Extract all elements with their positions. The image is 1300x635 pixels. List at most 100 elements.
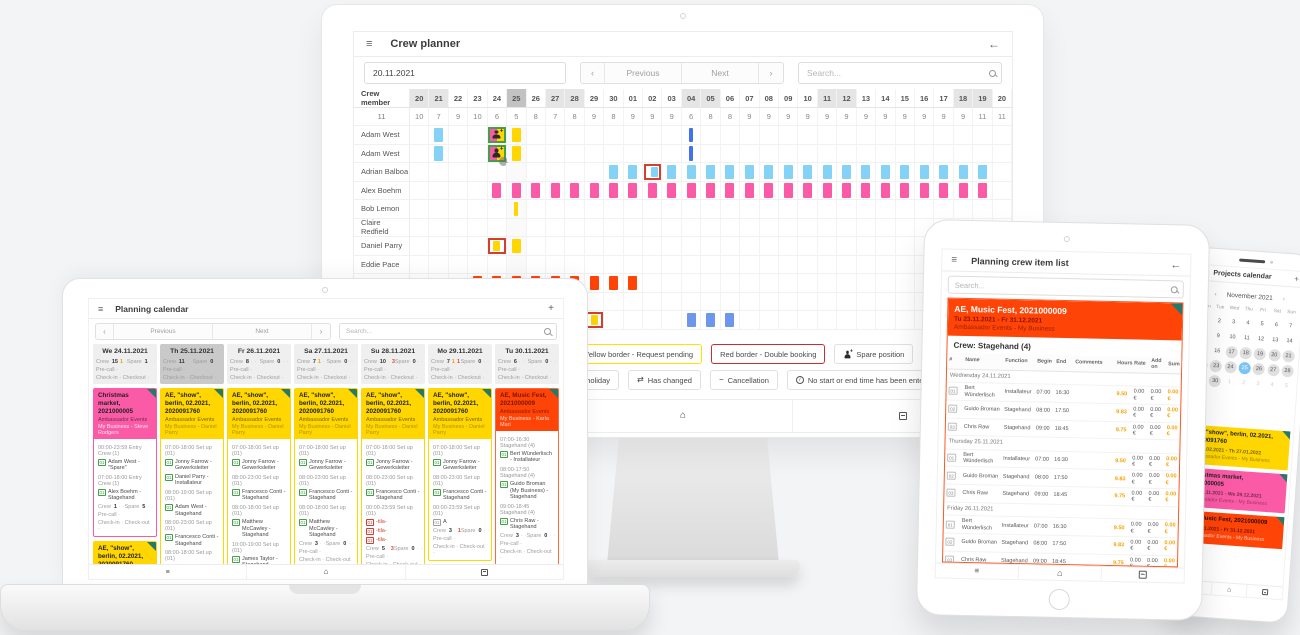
- gantt-bar[interactable]: [511, 146, 521, 161]
- gantt-day-header[interactable]: 07: [740, 89, 760, 107]
- previous-button[interactable]: Previous: [114, 324, 213, 339]
- search-icon[interactable]: [989, 69, 996, 77]
- gantt-day-header[interactable]: 08: [760, 89, 780, 107]
- booking-request-box[interactable]: +: [488, 126, 506, 143]
- drag-handle-dot[interactable]: [498, 156, 508, 166]
- gantt-bar[interactable]: [511, 127, 521, 142]
- gantt-bar[interactable]: [686, 164, 696, 179]
- nav-menu-button[interactable]: ≡: [89, 565, 246, 579]
- search-input[interactable]: [799, 68, 984, 78]
- gantt-bar[interactable]: [706, 183, 716, 198]
- gantt-bar[interactable]: [725, 183, 735, 198]
- nav-calendar-button[interactable]: [792, 400, 1012, 432]
- calendar-day[interactable]: 9: [1211, 328, 1226, 344]
- gantt-day-header[interactable]: 16: [915, 89, 935, 107]
- prev-month-icon[interactable]: ‹: [1214, 290, 1217, 298]
- gantt-bar[interactable]: [783, 164, 793, 179]
- gantt-bar[interactable]: [822, 183, 832, 198]
- gantt-day-header[interactable]: 11: [817, 89, 838, 107]
- calendar-day[interactable]: 5: [1279, 378, 1294, 394]
- double-booking-box[interactable]: [585, 311, 603, 328]
- gantt-bar[interactable]: [628, 164, 638, 179]
- gantt-bar[interactable]: [900, 164, 910, 179]
- gantt-bar[interactable]: [958, 164, 968, 179]
- gantt-bar[interactable]: [590, 314, 598, 325]
- gantt-bar[interactable]: [589, 275, 599, 290]
- day-column-header[interactable]: Su 28.11.2021 Crew 10 · 3 Spare 0 · · Pre-call · C…: [361, 344, 425, 384]
- calendar-day[interactable]: 21: [1281, 348, 1296, 364]
- gantt-bar[interactable]: [706, 164, 716, 179]
- gantt-day-header[interactable]: 25: [507, 89, 527, 107]
- gantt-bar[interactable]: [531, 183, 541, 198]
- calendar-day[interactable]: 18: [1238, 345, 1253, 361]
- gantt-bar[interactable]: [861, 164, 871, 179]
- gantt-bar[interactable]: [900, 183, 910, 198]
- gantt-day-header[interactable]: 12: [837, 89, 857, 107]
- nav-calendar-button[interactable]: [404, 565, 563, 579]
- gantt-bar[interactable]: [667, 164, 677, 179]
- gantt-day-header[interactable]: 14: [876, 89, 896, 107]
- add-icon[interactable]: +: [1294, 274, 1300, 284]
- gantt-day-header[interactable]: 20: [410, 89, 430, 107]
- event-card[interactable]: AE, Music Fest, 2021000009 Ambassador Eve…: [495, 388, 559, 564]
- calendar-day[interactable]: 16: [1210, 343, 1225, 359]
- gantt-bar[interactable]: [939, 164, 949, 179]
- gantt-bar[interactable]: [764, 183, 774, 198]
- nav-calendar-button[interactable]: [1100, 566, 1184, 583]
- next-month-icon[interactable]: ›: [1282, 295, 1286, 303]
- gantt-bar[interactable]: [667, 183, 677, 198]
- gantt-bar[interactable]: [783, 183, 793, 198]
- day-column-header[interactable]: Tu 30.11.2021 Crew 6 · · Spare 0 · · Pre-call · Ch…: [495, 344, 559, 384]
- back-icon[interactable]: ←: [1170, 258, 1182, 271]
- gantt-day-header[interactable]: 02: [643, 89, 663, 107]
- calendar-day[interactable]: 12: [1253, 331, 1268, 347]
- gantt-day-header[interactable]: 20: [993, 89, 1013, 107]
- gantt-day-header[interactable]: 22: [449, 89, 469, 107]
- menu-icon[interactable]: ≡: [951, 254, 958, 266]
- day-column-header[interactable]: We 24.11.2021 Crew 15 1 · Spare 1 · · Pre-call · C…: [93, 344, 157, 384]
- event-banner[interactable]: AE, Music Fest, 2021000009 Tu 23.11.2021…: [947, 298, 1183, 341]
- gantt-bar[interactable]: [689, 146, 694, 161]
- gantt-bar[interactable]: [492, 183, 502, 198]
- calendar-day[interactable]: 2: [1236, 375, 1251, 391]
- calendar-day[interactable]: 5: [1254, 316, 1269, 332]
- day-column-header[interactable]: Th 25.11.2021 Crew 11 · · Spare 0 · · Pre-call · C…: [160, 344, 224, 384]
- gantt-bar[interactable]: [511, 183, 521, 198]
- gantt-bar[interactable]: [764, 164, 774, 179]
- gantt-bar[interactable]: [647, 183, 657, 198]
- gantt-day-header[interactable]: 28: [565, 89, 585, 107]
- gantt-bar[interactable]: [744, 183, 754, 198]
- gantt-bar[interactable]: [650, 166, 658, 177]
- gantt-bar[interactable]: [822, 164, 832, 179]
- gantt-bar[interactable]: [919, 164, 929, 179]
- calendar-day[interactable]: 25: [1237, 360, 1252, 376]
- gantt-bar[interactable]: [511, 238, 521, 253]
- previous-button[interactable]: Previous: [605, 63, 682, 83]
- nav-home-button[interactable]: ⌂: [1017, 565, 1101, 581]
- gantt-day-header[interactable]: 30: [604, 89, 624, 107]
- calendar-day[interactable]: 11: [1239, 330, 1254, 346]
- gantt-day-header[interactable]: 15: [896, 89, 915, 107]
- gantt-day-header[interactable]: 06: [721, 89, 741, 107]
- calendar-day[interactable]: 4: [1240, 315, 1255, 331]
- calendar-day[interactable]: 27: [1266, 362, 1281, 378]
- gantt-bar[interactable]: [514, 201, 519, 216]
- gantt-day-header[interactable]: 27: [545, 89, 566, 107]
- gantt-day-header[interactable]: 17: [934, 89, 954, 107]
- gantt-bar[interactable]: [939, 183, 949, 198]
- gantt-day-header[interactable]: 26: [527, 89, 546, 107]
- calendar-day[interactable]: 19: [1252, 346, 1267, 362]
- gantt-day-header[interactable]: 13: [857, 89, 877, 107]
- gantt-bar[interactable]: [861, 183, 871, 198]
- gantt-bar[interactable]: [725, 164, 735, 179]
- gantt-bar[interactable]: [434, 146, 444, 161]
- nav-home-button[interactable]: ⌂: [1210, 582, 1247, 597]
- next-chevron-button[interactable]: ›: [312, 324, 330, 339]
- gantt-bar[interactable]: [958, 183, 968, 198]
- gantt-bar[interactable]: [686, 183, 696, 198]
- gantt-day-header[interactable]: 24: [488, 89, 508, 107]
- calendar-day[interactable]: 20: [1267, 347, 1282, 363]
